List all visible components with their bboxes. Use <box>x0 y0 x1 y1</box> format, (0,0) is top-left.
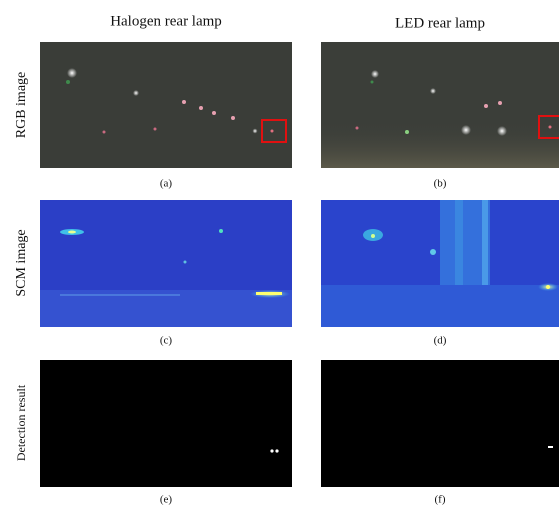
detection-image-halogen <box>40 360 292 487</box>
caption: (b) <box>434 178 447 190</box>
caption: (e) <box>160 494 173 506</box>
row-label: Detection result <box>14 384 28 461</box>
column-header: LED rear lamp <box>395 15 485 31</box>
scm-image-halogen <box>40 200 292 327</box>
row-label: RGB image <box>14 72 29 139</box>
caption: (c) <box>160 335 173 347</box>
detection-image-led <box>321 360 559 487</box>
row-label: SCM image <box>14 229 29 296</box>
rgb-image-halogen <box>40 42 292 168</box>
caption: (f) <box>435 494 446 506</box>
caption: (a) <box>160 178 173 190</box>
column-header: Halogen rear lamp <box>110 13 222 29</box>
caption: (d) <box>434 335 447 347</box>
rgb-image-led <box>321 42 559 168</box>
scm-image-led <box>321 200 559 327</box>
